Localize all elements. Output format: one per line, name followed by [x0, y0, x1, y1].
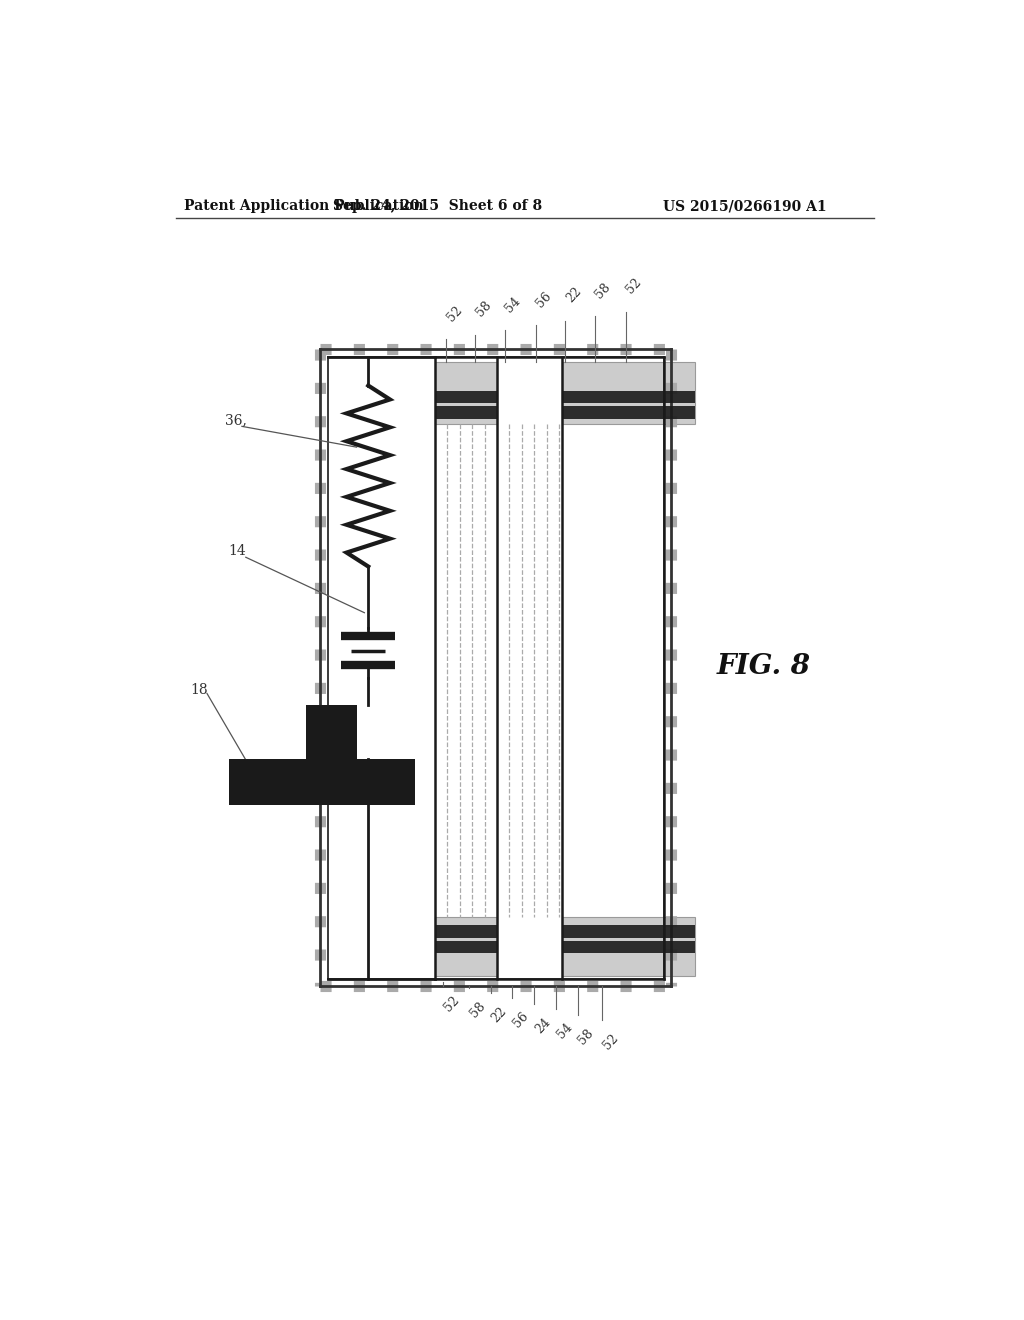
Polygon shape	[306, 705, 356, 759]
Text: 58: 58	[474, 298, 494, 319]
Polygon shape	[435, 917, 497, 977]
Text: 14: 14	[228, 544, 247, 558]
Text: 54: 54	[554, 1020, 574, 1041]
Text: 18: 18	[190, 682, 208, 697]
Text: 52: 52	[601, 1032, 621, 1052]
Text: FIG. 8: FIG. 8	[717, 653, 811, 680]
Text: 56: 56	[511, 1010, 531, 1031]
Text: 24: 24	[532, 1015, 553, 1036]
Polygon shape	[562, 917, 695, 977]
Text: 58: 58	[575, 1026, 596, 1047]
Polygon shape	[435, 941, 497, 953]
Text: US 2015/0266190 A1: US 2015/0266190 A1	[663, 199, 826, 213]
Polygon shape	[562, 391, 695, 404]
Text: 22: 22	[563, 285, 584, 305]
Text: Patent Application Publication: Patent Application Publication	[183, 199, 424, 213]
Text: 54: 54	[503, 294, 523, 314]
Polygon shape	[562, 407, 695, 418]
Polygon shape	[435, 363, 497, 424]
Text: 52: 52	[624, 276, 644, 296]
Polygon shape	[562, 941, 695, 953]
Text: 52: 52	[442, 994, 462, 1014]
Text: 22: 22	[489, 1005, 509, 1026]
Polygon shape	[562, 363, 695, 424]
Text: 58: 58	[593, 280, 613, 301]
Text: 52: 52	[444, 304, 465, 323]
Polygon shape	[228, 759, 415, 805]
Text: Sep. 24, 2015  Sheet 6 of 8: Sep. 24, 2015 Sheet 6 of 8	[334, 199, 543, 213]
Polygon shape	[435, 925, 497, 937]
Text: 58: 58	[467, 999, 487, 1020]
Text: 56: 56	[535, 289, 554, 310]
Polygon shape	[435, 407, 497, 418]
Text: 36,: 36,	[225, 413, 247, 428]
Polygon shape	[562, 925, 695, 937]
Polygon shape	[435, 391, 497, 404]
